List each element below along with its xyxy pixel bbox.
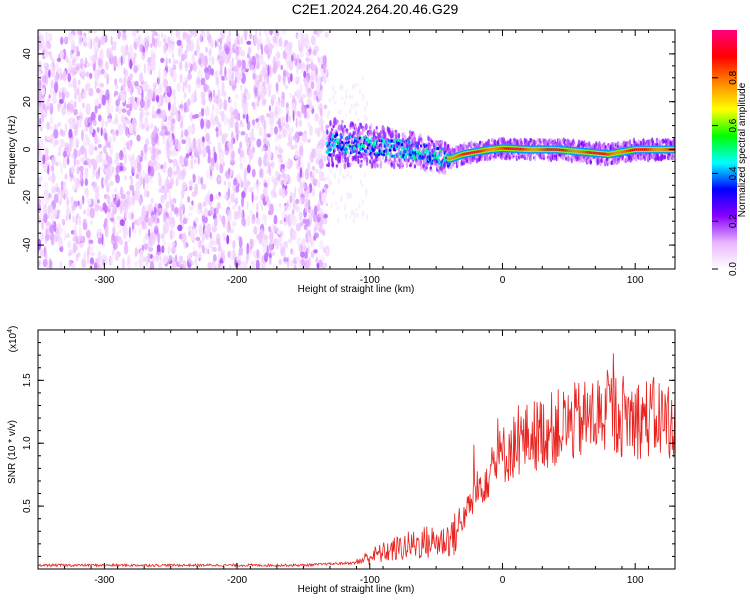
colorbar-tick-label: 0.6 — [728, 118, 739, 132]
spectrogram-x-tick-label: -200 — [227, 275, 247, 286]
spectrogram-y-tick-label: -20 — [22, 190, 33, 205]
snr-ticks: -300 -200 -100 0 100 0.5 1.0 1.5 — [22, 329, 676, 586]
snr-x-axis-label: Height of straight line (km) — [298, 584, 415, 595]
snr-x-tick-label: -300 — [94, 575, 114, 586]
snr-y-multiplier-close: ) — [8, 326, 19, 329]
colorbar-label: Normalized spectral amplitude — [737, 82, 748, 217]
spectrogram-heatmap — [38, 30, 675, 269]
spectrogram-y-tick-label: 40 — [22, 48, 33, 60]
snr-line — [38, 353, 675, 568]
snr-y-axis-label: SNR (10 * v/v) — [7, 420, 18, 484]
snr-y-tick-label: 1.0 — [22, 436, 33, 450]
colorbar: 0.0 0.2 0.4 0.6 0.8 Normalized spectral ampl… — [712, 30, 748, 276]
spectrogram-y-tick-label: -40 — [22, 237, 33, 252]
colorbar-tick-label: 0.4 — [728, 166, 739, 180]
spectrogram-x-tick-label: -100 — [360, 275, 380, 286]
snr-x-tick-label: -100 — [360, 575, 380, 586]
snr-y-multiplier: (x104) — [7, 326, 19, 353]
snr-y-multiplier-base: (x10 — [8, 332, 19, 352]
snr-y-tick-label: 1.5 — [22, 373, 33, 387]
colorbar-tick-label: 0.0 — [728, 262, 739, 276]
snr-panel: -300 -200 -100 0 100 0.5 1.0 1.5 Height of stra… — [7, 326, 676, 595]
spectrogram-x-tick-label: -300 — [94, 275, 114, 286]
spectrogram-x-tick-label: 0 — [500, 275, 506, 286]
figure-title: C2E1.2024.264.20.46.G29 — [292, 1, 459, 17]
snr-x-tick-label: 0 — [500, 575, 506, 586]
colorbar-gradient — [712, 30, 737, 269]
spectrogram-x-tick-label: 100 — [627, 275, 644, 286]
spectrogram-x-axis-label: Height of straight line (km) — [298, 284, 415, 295]
colorbar-tick-label: 0.2 — [728, 214, 739, 228]
spectrogram-y-axis-label: Frequency (Hz) — [7, 116, 18, 185]
colorbar-tick-label: 0.8 — [728, 70, 739, 84]
colorbar-ticks: 0.0 0.2 0.4 0.6 0.8 — [712, 70, 739, 276]
snr-background — [38, 330, 675, 569]
spectrogram-y-tick-label: 0 — [22, 146, 33, 152]
snr-series — [38, 353, 675, 568]
snr-x-tick-label: 100 — [627, 575, 644, 586]
spectrogram-y-tick-label: 20 — [22, 96, 33, 108]
snr-y-multiplier-exponent: 4 — [7, 329, 14, 333]
snr-x-tick-label: -200 — [227, 575, 247, 586]
snr-y-tick-label: 0.5 — [22, 499, 33, 513]
